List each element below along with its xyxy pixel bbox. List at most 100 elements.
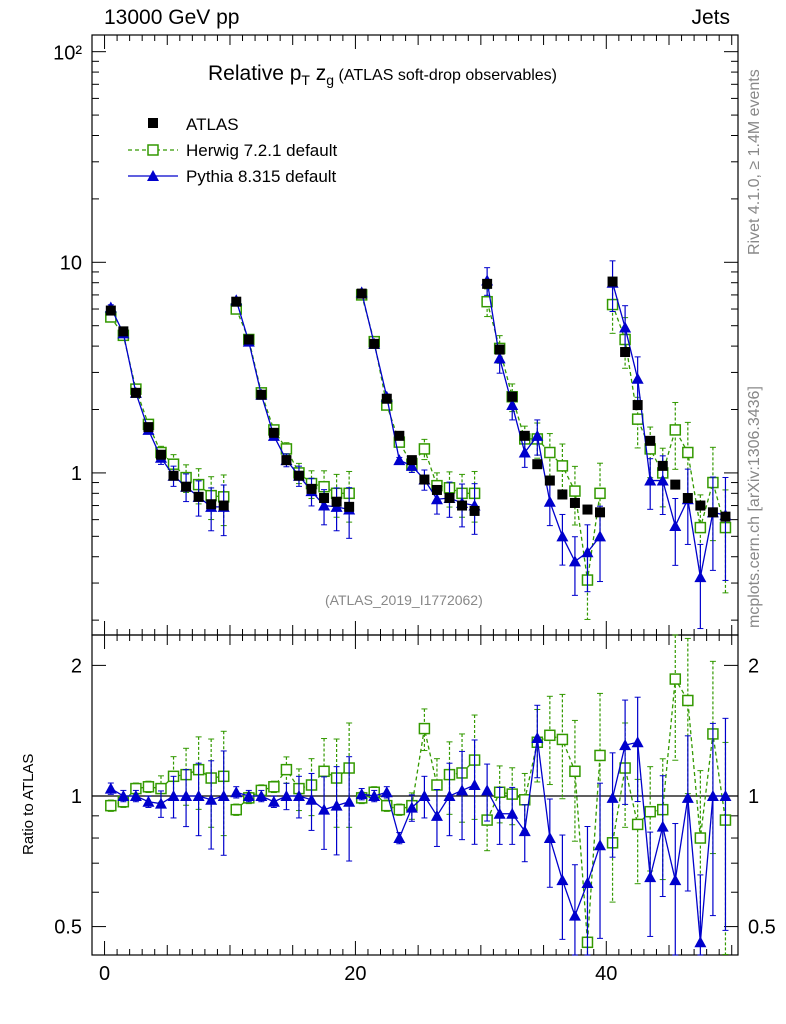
atlas-point — [607, 276, 618, 287]
pythia-point — [405, 801, 418, 813]
pythia-point — [543, 495, 556, 507]
ratio-plot-marks — [104, 634, 732, 956]
herwig-point — [631, 818, 644, 831]
legend-pythia-marker — [147, 170, 159, 181]
atlas-point — [206, 499, 217, 510]
atlas-point — [519, 430, 530, 441]
atlas-point — [469, 505, 480, 516]
main-y-tick-label: 10 — [60, 252, 82, 274]
pythia-point — [129, 789, 142, 801]
herwig-point — [556, 733, 569, 746]
atlas-point — [356, 288, 367, 299]
atlas-point — [256, 389, 267, 400]
pythia-line — [611, 741, 726, 943]
herwig-point — [280, 763, 293, 776]
atlas-point — [595, 507, 606, 518]
atlas-point — [243, 334, 254, 345]
pythia-point — [606, 791, 619, 803]
pythia-line — [236, 791, 350, 811]
herwig-point — [669, 424, 682, 436]
atlas-point — [720, 511, 731, 522]
herwig-point — [418, 722, 431, 735]
herwig-point — [682, 446, 694, 459]
herwig-line — [235, 767, 350, 811]
pythia-point — [481, 784, 494, 796]
atlas-point — [532, 459, 543, 470]
atlas-point — [344, 501, 355, 512]
pythia-point — [556, 874, 569, 886]
atlas-point — [419, 474, 430, 485]
header-process-label: Jets — [691, 6, 730, 29]
main-plot-frame: 1 10 10² — [53, 34, 739, 636]
herwig-point — [431, 779, 443, 791]
ratio-y-tick-label-right: 1 — [748, 786, 759, 808]
atlas-point — [168, 470, 179, 481]
pythia-point — [594, 530, 607, 542]
atlas-point — [682, 493, 693, 504]
pythia-line — [110, 307, 224, 508]
ratio-frame-border — [91, 634, 739, 956]
pythia-point — [656, 820, 669, 832]
pythia-point — [543, 832, 556, 844]
atlas-point — [406, 455, 417, 466]
pythia-point — [493, 807, 506, 819]
atlas-point — [482, 278, 493, 289]
pythia-point — [506, 807, 519, 819]
pythia-point — [318, 499, 331, 511]
herwig-point — [631, 413, 644, 425]
plot-title: Relative pT zg (ATLAS soft-drop observab… — [208, 62, 557, 88]
pythia-point — [619, 321, 632, 333]
herwig-line — [361, 728, 476, 811]
herwig-line — [235, 308, 350, 494]
atlas-point — [620, 347, 631, 358]
pythia-point — [217, 789, 230, 801]
pythia-point — [518, 446, 531, 458]
atlas-point — [193, 491, 204, 502]
pythia-point — [631, 736, 644, 748]
pythia-point — [180, 789, 193, 801]
title-sub-t: T — [301, 72, 310, 89]
ratio-y-tick-label-right: 0.5 — [748, 917, 776, 939]
herwig-point — [381, 799, 393, 812]
legend-herwig-label: Herwig 7.2.1 default — [186, 141, 337, 160]
legend-herwig-marker — [147, 144, 159, 156]
pythia-point — [556, 530, 569, 542]
pythia-line — [235, 300, 350, 511]
pythia-line — [486, 280, 601, 563]
ratio-y-tick-label: 2 — [71, 655, 82, 677]
legend-atlas-marker — [148, 118, 158, 128]
title-z: z — [309, 62, 327, 85]
pythia-point — [644, 871, 657, 883]
pythia-point — [581, 546, 594, 558]
atlas-point — [557, 489, 568, 500]
atlas-point — [118, 326, 129, 337]
atlas-point — [569, 497, 580, 508]
pythia-point — [430, 493, 443, 505]
title-suffix: (ATLAS soft-drop observables) — [334, 67, 557, 84]
herwig-point — [230, 803, 243, 816]
pythia-point — [493, 352, 506, 364]
pythia-point — [255, 789, 268, 801]
atlas-point — [381, 393, 392, 404]
pythia-point — [104, 782, 117, 794]
pythia-point — [656, 474, 669, 486]
atlas-point — [143, 422, 154, 433]
atlas-point — [218, 500, 229, 511]
pythia-point — [531, 732, 544, 744]
herwig-point — [569, 765, 581, 778]
atlas-point — [544, 475, 555, 486]
x-tick-label: 20 — [344, 963, 366, 985]
atlas-point — [293, 470, 304, 481]
herwig-point — [644, 805, 656, 818]
herwig-point — [682, 694, 694, 707]
herwig-point — [669, 673, 682, 685]
pythia-point — [719, 789, 732, 801]
herwig-point — [393, 803, 406, 816]
pythia-line — [361, 784, 475, 841]
pythia-point — [380, 786, 393, 798]
atlas-point — [494, 344, 505, 355]
pythia-point — [393, 832, 406, 844]
herwig-point — [318, 765, 330, 778]
legend-atlas-label: ATLAS — [186, 115, 239, 134]
